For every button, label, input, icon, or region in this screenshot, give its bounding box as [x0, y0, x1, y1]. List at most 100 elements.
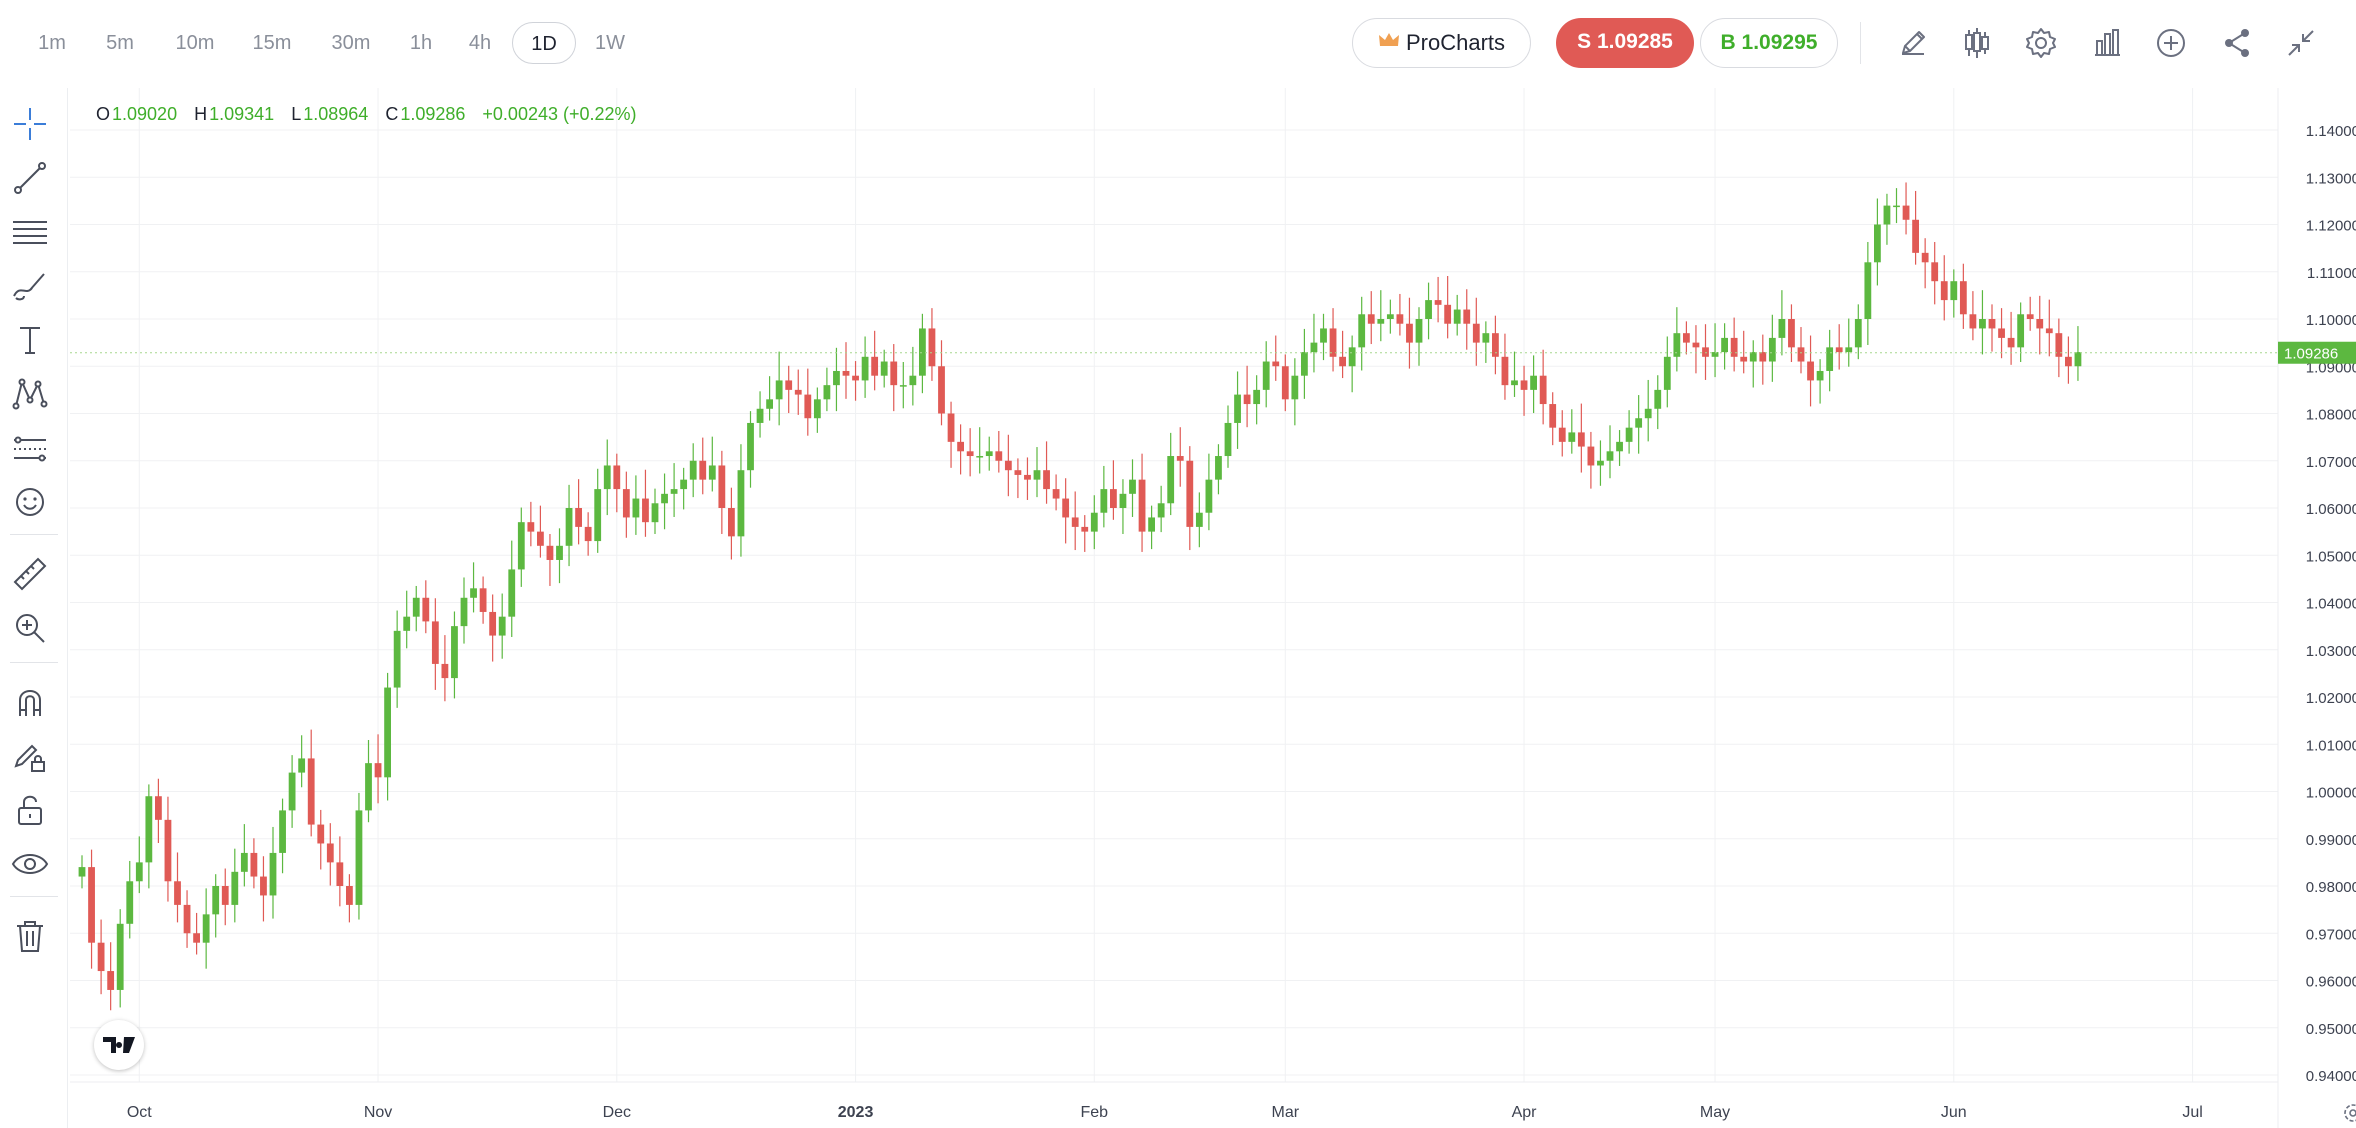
candle-body[interactable]: [1463, 309, 1471, 324]
candle-body[interactable]: [1367, 314, 1375, 324]
candle-body[interactable]: [288, 772, 296, 811]
candle-body[interactable]: [1234, 394, 1241, 423]
candle-body[interactable]: [279, 810, 286, 853]
candle-body[interactable]: [737, 470, 745, 537]
candle-body[interactable]: [1272, 361, 1280, 367]
candle-body[interactable]: [1721, 337, 1728, 353]
candle-body[interactable]: [1339, 356, 1346, 367]
candle-body[interactable]: [1052, 489, 1060, 499]
timeframe-15m[interactable]: 15m: [252, 32, 292, 54]
candle-body[interactable]: [1845, 347, 1853, 353]
candle-body[interactable]: [2045, 328, 2053, 334]
candle-body[interactable]: [632, 498, 640, 518]
candle-body[interactable]: [1071, 517, 1079, 527]
candle-body[interactable]: [1854, 319, 1862, 348]
chart-settings-icon[interactable]: [2342, 1102, 2356, 1128]
candle-body[interactable]: [1988, 319, 1996, 329]
candle-body[interactable]: [470, 588, 477, 598]
candle-body[interactable]: [451, 626, 458, 679]
candle-body[interactable]: [517, 522, 525, 570]
candle-body[interactable]: [1912, 219, 1919, 253]
candle-body[interactable]: [1138, 479, 1146, 532]
candle-body[interactable]: [1110, 489, 1117, 508]
candle-body[interactable]: [1281, 366, 1289, 400]
candle-body[interactable]: [928, 328, 936, 367]
candle-body[interactable]: [78, 867, 86, 877]
candle-body[interactable]: [1740, 356, 1748, 362]
candle-body[interactable]: [852, 375, 859, 381]
candle-body[interactable]: [1415, 319, 1423, 343]
fib-lines-icon[interactable]: [10, 212, 50, 252]
timeframe-4h[interactable]: 4h: [468, 32, 492, 54]
candle-body[interactable]: [1606, 451, 1614, 461]
candle-body[interactable]: [1702, 347, 1709, 357]
candle-body[interactable]: [1425, 300, 1432, 319]
timeframe-1w[interactable]: 1W: [595, 32, 625, 54]
candle-body[interactable]: [1301, 352, 1308, 376]
candle-body[interactable]: [1406, 323, 1413, 343]
candle-body[interactable]: [995, 451, 1003, 461]
candle-body[interactable]: [202, 914, 210, 943]
trend-line-icon[interactable]: [10, 158, 50, 198]
candle-body[interactable]: [1014, 470, 1022, 475]
tradingview-logo[interactable]: [94, 1020, 144, 1070]
buy-button[interactable]: B 1.09295: [1700, 18, 1838, 68]
candle-body[interactable]: [1157, 503, 1165, 518]
candle-body[interactable]: [1625, 427, 1633, 442]
candle-body[interactable]: [1186, 460, 1194, 527]
candle-body[interactable]: [1195, 512, 1203, 527]
candle-body[interactable]: [1826, 347, 1834, 371]
candle-body[interactable]: [527, 522, 535, 532]
forecast-icon[interactable]: [10, 428, 50, 468]
candle-body[interactable]: [661, 493, 668, 504]
text-icon[interactable]: [10, 320, 50, 360]
trash-icon[interactable]: [10, 916, 50, 956]
candle-body[interactable]: [1100, 489, 1108, 513]
candle-body[interactable]: [135, 862, 143, 882]
candle-body[interactable]: [88, 867, 95, 943]
candle-body[interactable]: [508, 569, 516, 617]
candle-body[interactable]: [431, 621, 439, 664]
candle-body[interactable]: [489, 611, 497, 636]
candle-body[interactable]: [1520, 380, 1528, 390]
candle-body[interactable]: [422, 597, 430, 622]
candle-body[interactable]: [346, 886, 353, 905]
candle-body[interactable]: [412, 597, 420, 617]
candle-body[interactable]: [622, 489, 630, 518]
candle-body[interactable]: [594, 489, 602, 542]
candle-body[interactable]: [1940, 281, 1948, 301]
candle-body[interactable]: [307, 758, 315, 825]
candle-body[interactable]: [116, 923, 124, 990]
candle-body[interactable]: [1472, 323, 1480, 343]
timeframe-10m[interactable]: 10m: [175, 32, 215, 54]
candle-body[interactable]: [1167, 456, 1175, 504]
candle-body[interactable]: [1215, 456, 1222, 480]
candle-body[interactable]: [794, 389, 802, 395]
candle-body[interactable]: [1807, 361, 1814, 381]
candle-body[interactable]: [689, 460, 697, 480]
candle-body[interactable]: [97, 942, 105, 972]
candle-body[interactable]: [1683, 333, 1690, 343]
candle-body[interactable]: [919, 328, 926, 376]
eye-icon[interactable]: [10, 844, 50, 884]
candle-body[interactable]: [747, 422, 754, 471]
candle-body[interactable]: [1959, 281, 1967, 315]
candle-body[interactable]: [1205, 479, 1213, 513]
candle-body[interactable]: [775, 380, 783, 400]
candle-body[interactable]: [1043, 470, 1050, 490]
candle-body[interactable]: [1950, 281, 1958, 301]
candle-body[interactable]: [1539, 375, 1547, 405]
candle-body[interactable]: [1148, 517, 1155, 532]
candle-body[interactable]: [670, 489, 678, 494]
candle-body[interactable]: [1386, 314, 1394, 319]
candle-body[interactable]: [947, 413, 955, 442]
candle-body[interactable]: [1434, 300, 1442, 305]
candle-body[interactable]: [221, 886, 229, 905]
candle-body[interactable]: [1874, 224, 1881, 263]
candle-body[interactable]: [546, 545, 554, 560]
procharts-button[interactable]: ProCharts: [1352, 18, 1531, 68]
candle-body[interactable]: [1004, 460, 1012, 471]
candle-body[interactable]: [1129, 479, 1136, 494]
gear-icon[interactable]: [2022, 24, 2060, 62]
candle-body[interactable]: [651, 503, 659, 523]
